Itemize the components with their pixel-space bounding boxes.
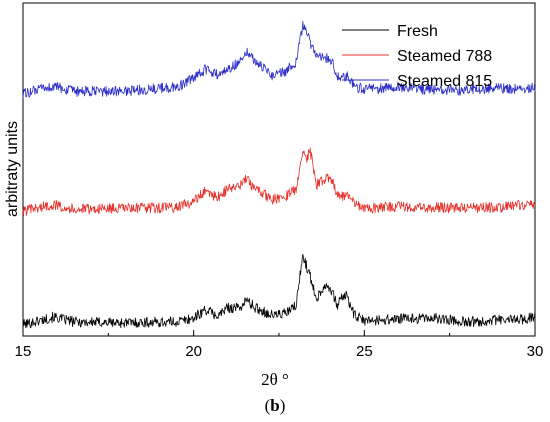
legend-label-steamed-815: Steamed 815 [397,73,492,90]
x-tick-label: 30 [527,343,544,360]
x-axis-label: 2θ ° [261,370,289,389]
caption-open: ( [265,396,271,415]
figure-caption: (b) [265,396,286,415]
series-layer [22,20,536,329]
series-line-steamed-815 [22,20,536,99]
x-axis-ticks: 15 20 25 30 [15,330,544,360]
legend-label-steamed-788: Steamed 788 [397,48,492,65]
x-tick-label: 20 [185,343,202,360]
caption-letter: b [270,396,279,415]
x-tick-label: 25 [356,343,373,360]
caption-close: ) [280,396,286,415]
legend: Fresh Steamed 788 Steamed 815 [342,23,492,90]
series-line-steamed-788 [22,147,536,217]
x-tick-label: 15 [15,343,32,360]
legend-label-fresh: Fresh [397,23,438,40]
series-line-fresh [22,253,536,329]
y-axis-label: arbitraty units [4,121,21,217]
